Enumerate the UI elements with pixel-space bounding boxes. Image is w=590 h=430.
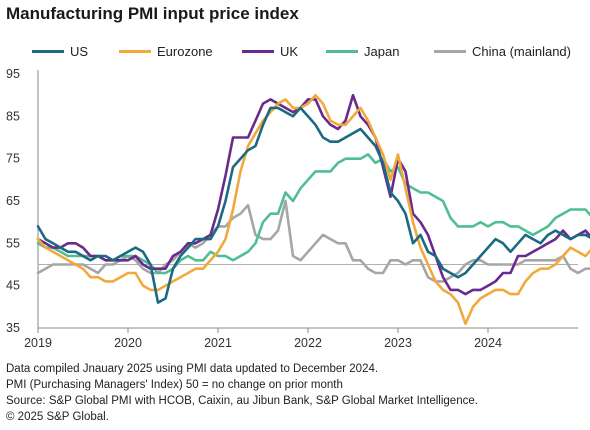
note-source: Source: S&P Global PMI with HCOB, Caixin…	[6, 395, 478, 407]
y-tick-label: 35	[6, 321, 20, 335]
legend-label: China (mainland)	[472, 43, 571, 59]
y-tick-label: 45	[6, 279, 20, 293]
x-tick-label: 2024	[474, 336, 502, 350]
series-line-china-mainland	[36, 199, 590, 283]
note-pmi-definition: PMI (Purchasing Managers' Index) 50 = no…	[6, 379, 343, 391]
note-data-compiled: Data compiled Jnauary 2025 using PMI dat…	[6, 363, 379, 375]
x-tick-label: 2019	[24, 336, 52, 350]
x-tick-label: 2020	[114, 336, 142, 350]
legend-swatch	[242, 49, 274, 53]
series-line-uk	[36, 93, 590, 296]
legend-item-china-mainland: China (mainland)	[434, 40, 571, 62]
legend-label: US	[70, 43, 89, 59]
line-chart: 35 45 55 65 75 85 95 2019 2020 2021 2022 2023 2024	[6, 67, 590, 350]
note-copyright: © 2025 S&P Global.	[6, 411, 109, 423]
x-tick-label: 2022	[294, 336, 322, 350]
y-tick-label: 75	[6, 152, 20, 166]
legend-label: Japan	[364, 43, 400, 59]
legend-label: Eurozone	[157, 43, 213, 59]
y-tick-label: 85	[6, 109, 20, 123]
chart-legend: US Eurozone UK Japan China (mainland)	[6, 40, 586, 62]
legend-swatch	[326, 49, 358, 53]
chart-title: Manufacturing PMI input price index	[6, 4, 299, 23]
x-tick-label: 2021	[204, 336, 232, 350]
series-line-us	[36, 106, 590, 304]
chart-notes: Data compiled Jnauary 2025 using PMI dat…	[6, 361, 478, 425]
legend-item-us: US	[32, 40, 88, 62]
legend-item-uk: UK	[242, 40, 298, 62]
series-line-eurozone	[36, 93, 590, 326]
y-tick-label: 65	[6, 194, 20, 208]
x-tick-label: 2023	[384, 336, 412, 350]
legend-swatch	[434, 49, 466, 53]
legend-label: UK	[280, 43, 299, 59]
y-tick-label: 55	[6, 236, 20, 250]
legend-swatch	[119, 49, 151, 53]
legend-item-eurozone: Eurozone	[119, 40, 213, 62]
legend-item-japan: Japan	[326, 40, 399, 62]
legend-swatch	[32, 49, 64, 53]
y-tick-label: 95	[6, 67, 20, 81]
